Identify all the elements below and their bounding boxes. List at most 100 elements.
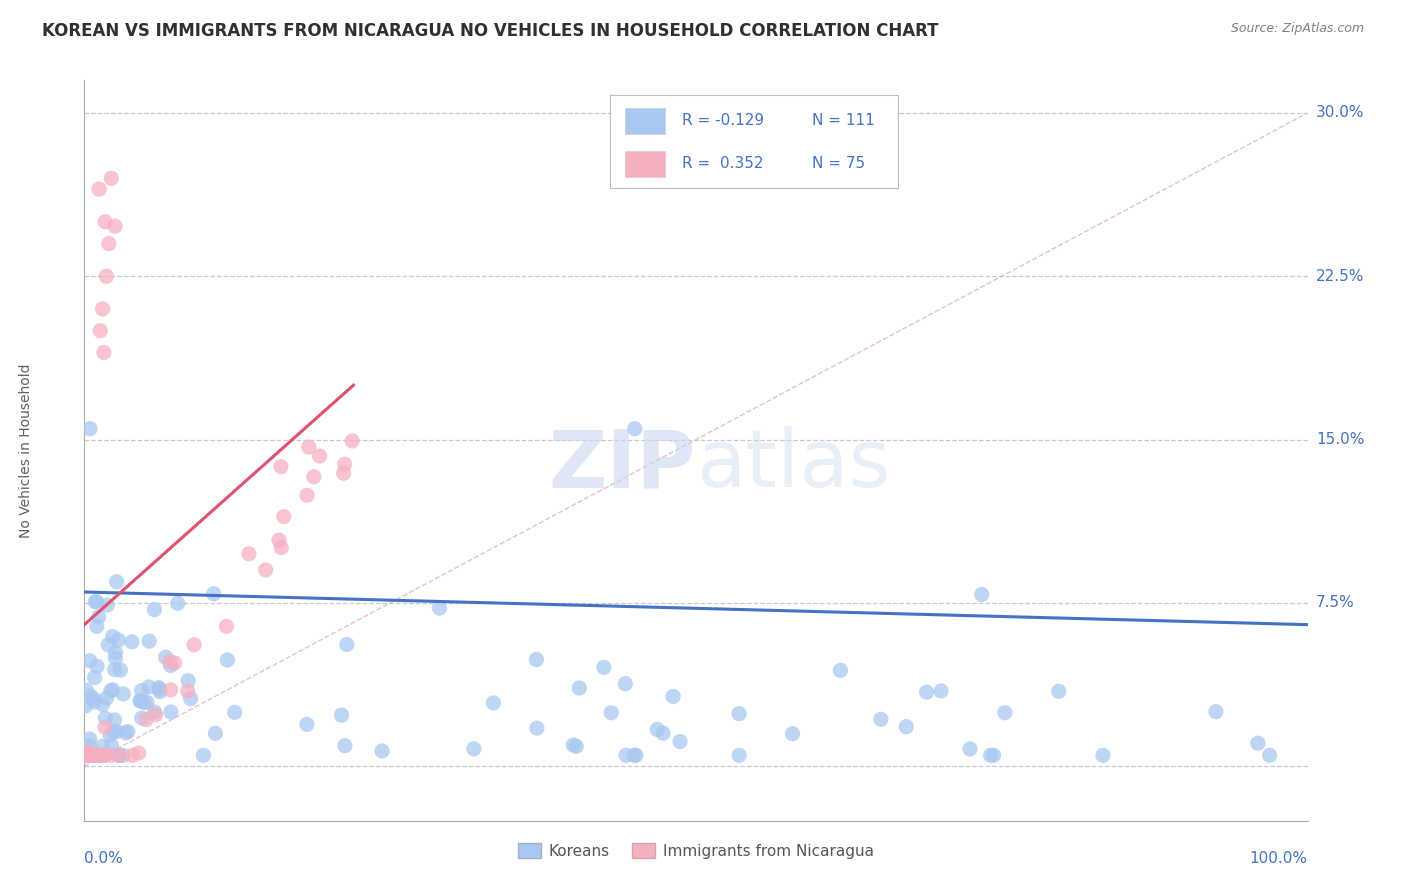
Point: [333, 457, 356, 471]
Point: [90, 748, 112, 763]
Point: [94, 720, 117, 734]
Point: [254, 563, 277, 577]
Point: [647, 723, 669, 737]
Point: [330, 708, 353, 723]
Point: [82, 748, 104, 763]
Point: [83, 695, 105, 709]
Point: [111, 748, 134, 763]
Point: [76, 748, 98, 763]
Point: [614, 748, 637, 763]
Point: [429, 601, 451, 615]
Point: [193, 748, 215, 763]
Point: [224, 706, 246, 720]
Point: [79, 748, 101, 763]
Point: [77, 748, 100, 763]
Point: [177, 673, 200, 688]
Point: [80, 748, 103, 763]
Point: [83, 748, 105, 763]
Point: [100, 171, 122, 186]
Point: [994, 706, 1017, 720]
Point: [91, 748, 114, 763]
Point: [108, 748, 131, 763]
Point: [94, 711, 117, 725]
Point: [662, 690, 685, 704]
Point: [108, 748, 131, 763]
Point: [336, 637, 359, 651]
Point: [86, 619, 108, 633]
Point: [94, 748, 117, 763]
Point: [104, 646, 127, 660]
Point: [983, 748, 1005, 763]
Point: [75, 748, 97, 763]
Point: [112, 687, 135, 701]
Point: [915, 685, 938, 699]
Point: [482, 696, 505, 710]
Point: [623, 748, 645, 763]
Point: [593, 660, 616, 674]
Point: [148, 682, 170, 697]
Point: [159, 658, 181, 673]
Point: [1205, 705, 1227, 719]
Point: [929, 684, 952, 698]
Point: [89, 324, 111, 338]
Point: [86, 659, 108, 673]
Point: [176, 684, 198, 698]
Point: [600, 706, 623, 720]
Point: [82, 748, 104, 763]
Point: [87, 610, 110, 624]
Point: [79, 748, 101, 763]
Point: [83, 748, 105, 763]
Point: [340, 434, 363, 448]
Point: [180, 691, 202, 706]
Text: 100.0%: 100.0%: [1250, 851, 1308, 866]
Point: [75, 698, 97, 713]
Point: [980, 748, 1002, 763]
Point: [148, 681, 170, 695]
Point: [896, 720, 918, 734]
Point: [101, 682, 124, 697]
Point: [131, 711, 153, 725]
Point: [87, 748, 110, 763]
Point: [145, 707, 167, 722]
Point: [105, 574, 128, 589]
Point: [138, 680, 160, 694]
Point: [614, 676, 637, 690]
Point: [97, 236, 120, 251]
Point: [526, 652, 548, 666]
Text: 0.0%: 0.0%: [84, 851, 124, 866]
Point: [110, 663, 132, 677]
Point: [96, 269, 118, 284]
Point: [568, 681, 591, 695]
Point: [1247, 736, 1270, 750]
Point: [652, 726, 675, 740]
Point: [202, 587, 225, 601]
Point: [238, 547, 260, 561]
Point: [870, 712, 893, 726]
Text: 22.5%: 22.5%: [1316, 268, 1364, 284]
Point: [104, 219, 127, 234]
Point: [100, 748, 122, 763]
Point: [107, 748, 129, 763]
Point: [333, 739, 356, 753]
Point: [129, 694, 152, 708]
Point: [959, 742, 981, 756]
Point: [77, 748, 100, 763]
Point: [131, 683, 153, 698]
Point: [80, 748, 103, 763]
Point: [159, 654, 181, 668]
Point: [80, 748, 103, 763]
Point: [103, 713, 125, 727]
Point: [298, 440, 321, 454]
Legend: Koreans, Immigrants from Nicaragua: Koreans, Immigrants from Nicaragua: [512, 837, 880, 865]
Point: [79, 748, 101, 763]
Point: [159, 682, 181, 697]
Point: [83, 671, 105, 685]
Point: [104, 651, 127, 665]
Point: [84, 594, 107, 608]
Point: [149, 684, 172, 698]
Point: [98, 728, 121, 742]
Point: [86, 748, 108, 763]
Point: [83, 748, 105, 763]
Point: [135, 713, 157, 727]
Point: [91, 739, 114, 753]
